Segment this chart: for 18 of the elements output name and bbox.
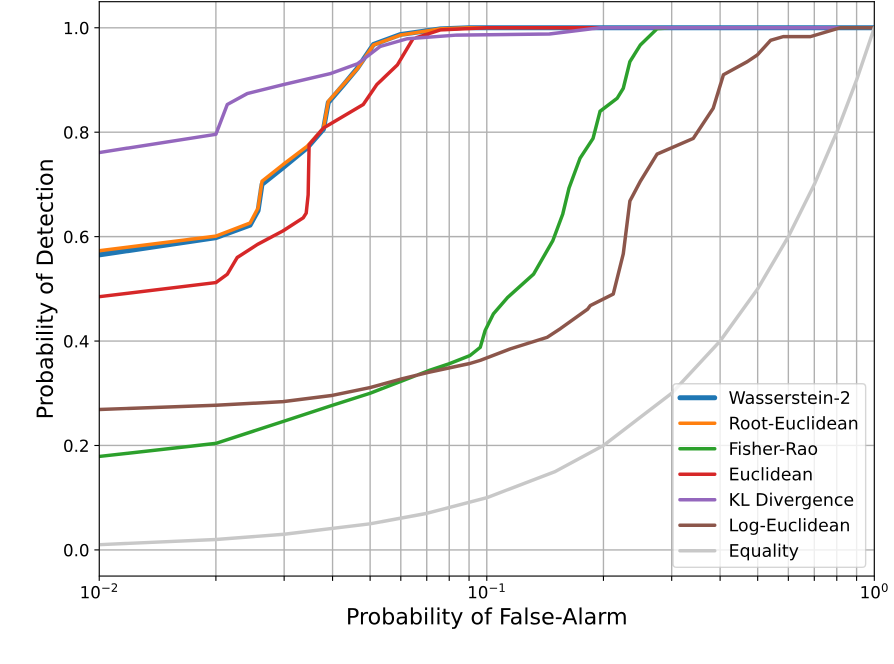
legend-label: Euclidean bbox=[730, 467, 812, 481]
legend-label: Equality bbox=[730, 544, 798, 560]
x-tick-label: 10$^{−1}$ bbox=[469, 583, 505, 599]
y-tick-label: 0.8 bbox=[64, 126, 88, 139]
legend-label: Log-Euclidean bbox=[730, 518, 849, 535]
y-tick-label: 0.0 bbox=[64, 544, 88, 556]
x-tick-label: 10$^{−2}$ bbox=[81, 583, 118, 599]
y-tick-label: 0.4 bbox=[64, 335, 89, 348]
y-tick-label: 0.2 bbox=[64, 439, 88, 452]
x-tick-label: 10$^{0}$ bbox=[861, 583, 888, 599]
legend-label: Root-Euclidean bbox=[730, 416, 858, 430]
legend-label: Wasserstein-2 bbox=[729, 390, 850, 404]
y-tick-label: 1.0 bbox=[64, 22, 88, 34]
legend-label: Fisher-Rao bbox=[730, 442, 818, 456]
legend-label: KL Divergence bbox=[730, 492, 854, 510]
y-axis-title: Probability of Detection bbox=[36, 160, 58, 418]
x-axis-title: Probability of False-Alarm bbox=[348, 607, 626, 629]
y-tick-label: 0.6 bbox=[64, 230, 88, 244]
